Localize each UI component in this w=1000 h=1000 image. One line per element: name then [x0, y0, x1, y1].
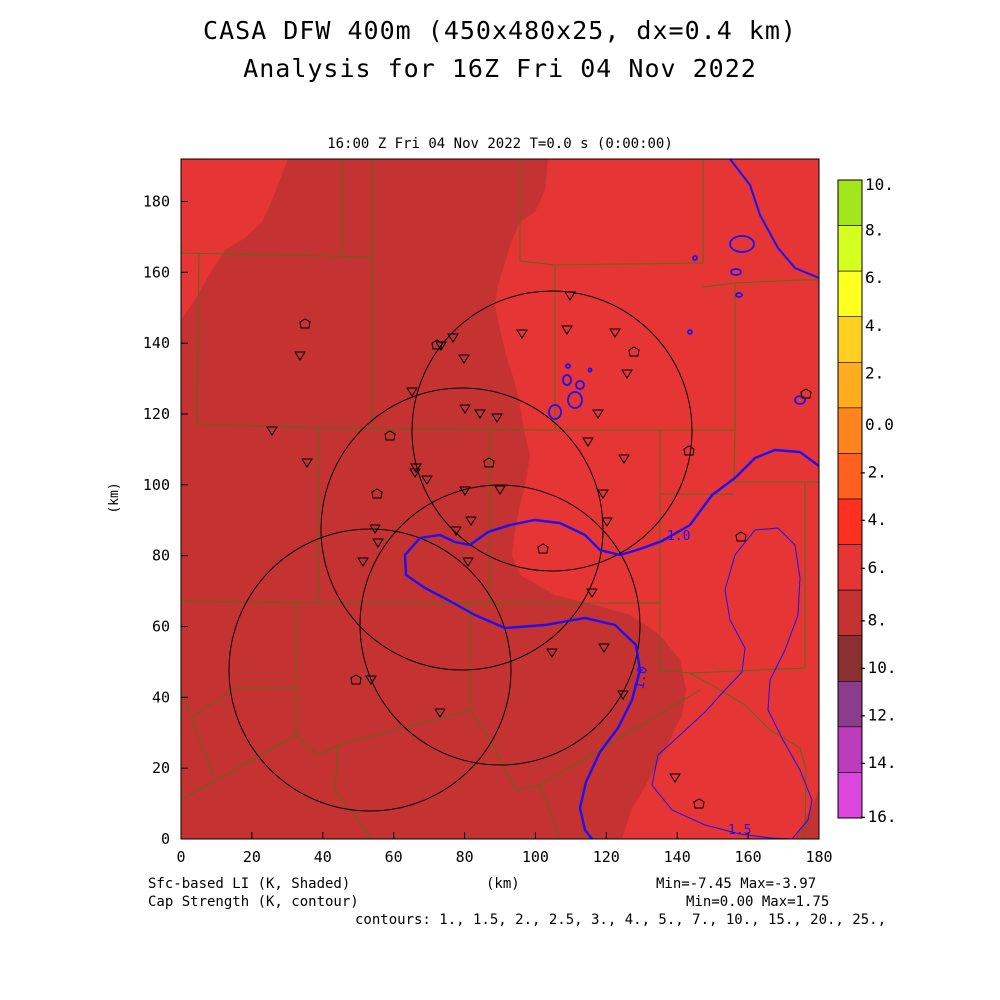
radar-ring-northeast — [411, 290, 693, 572]
colorbar-label: -10. — [858, 658, 897, 677]
y-tick-label: 40 — [152, 688, 170, 706]
colorbar-cell — [837, 225, 863, 272]
plot-frame — [180, 158, 820, 840]
radar-site-markers — [299, 318, 812, 809]
colorbar-label: -14. — [858, 753, 897, 772]
li-shading-dark-region — [181, 159, 686, 839]
footer-shaded-range: Min=-7.45 Max=-3.97 — [656, 876, 817, 892]
colorbar-label: 6. — [865, 268, 884, 287]
y-tick-label: 0 — [161, 830, 170, 848]
contour-1-5 — [651, 527, 813, 839]
colorbar-label: 8. — [865, 221, 884, 240]
x-tick-label: 180 — [805, 848, 832, 866]
colorbar-cell — [837, 361, 863, 409]
x-tick-label: 120 — [593, 848, 620, 866]
y-tick-label: 120 — [143, 405, 170, 423]
y-tick-label: 20 — [152, 759, 170, 777]
y-tick-label: 100 — [143, 476, 170, 494]
colorbar-label: -2. — [858, 463, 887, 482]
y-tick-label: 180 — [143, 193, 170, 211]
y-tick-label: 160 — [143, 263, 170, 281]
colorbar-cell — [837, 179, 863, 226]
radar-ring-east — [359, 484, 641, 766]
y-axis-label: (km) — [107, 482, 122, 513]
radar-range-rings — [228, 290, 693, 812]
contour-label-1-0-south: 1.0 — [632, 665, 651, 691]
contour-1-0-top-right — [729, 159, 819, 279]
colorbar-cell — [837, 270, 863, 318]
x-tick-label: 40 — [314, 848, 332, 866]
li-shading-corner — [795, 790, 819, 839]
colorbar-label: 4. — [865, 316, 884, 335]
footer-contour-label: Cap Strength (K, contour) — [148, 894, 359, 910]
footer-contour-range: Min=0.00 Max=1.75 — [686, 894, 830, 910]
x-tick-label: 80 — [456, 848, 474, 866]
radar-ring-southwest — [228, 528, 512, 812]
y-tick-label: 60 — [152, 618, 170, 636]
footer-x-unit: (km) — [486, 876, 520, 892]
colorbar: 10. 8. 6. 4. 2. 0.0 -2. -4. -6. -8. -10.… — [837, 175, 897, 826]
colorbar-label: -4. — [858, 510, 887, 529]
map-plot-area — [181, 159, 819, 839]
contour-label-1-5: 1.5 — [728, 823, 751, 838]
colorbar-label: 0.0 — [865, 415, 894, 434]
cap-strength-contours — [403, 159, 819, 839]
station-markers — [266, 291, 681, 783]
colorbar-frame — [837, 179, 863, 819]
x-tick-label: 140 — [664, 848, 691, 866]
colorbar-label: -6. — [858, 558, 887, 577]
radar-ring-central — [320, 387, 604, 671]
x-tick-labels: 0 20 40 60 80 100 120 140 160 180 — [176, 848, 832, 866]
axis-ticks — [180, 201, 820, 840]
colorbar-label: -16. — [858, 807, 897, 826]
y-tick-label: 140 — [143, 334, 170, 352]
footer-shaded-label: Sfc-based LI (K, Shaded) — [148, 876, 351, 892]
analysis-title: Analysis for 16Z Fri 04 Nov 2022 — [243, 54, 757, 83]
y-tick-labels: 0 20 40 60 80 100 120 140 160 180 — [143, 193, 170, 849]
footer-contour-levels: contours: 1., 1.5, 2., 2.5, 3., 4., 5., … — [355, 912, 887, 928]
colorbar-label: 10. — [865, 175, 894, 194]
colorbar-label: -8. — [858, 610, 887, 629]
colorbar-label: -12. — [858, 706, 897, 725]
plot-subtitle: 16:00 Z Fri 04 Nov 2022 T=0.0 s (0:00:00… — [327, 136, 673, 152]
colorbar-cell — [837, 316, 863, 363]
contour-label-1-0-east: 1.0 — [667, 529, 690, 544]
colorbar-cell — [837, 407, 863, 454]
contour-small-cells — [548, 235, 806, 420]
county-boundaries — [181, 159, 819, 839]
y-tick-label: 80 — [152, 547, 170, 565]
x-tick-label: 60 — [385, 848, 403, 866]
colorbar-label: 2. — [865, 363, 884, 382]
main-title: CASA DFW 400m (450x480x25, dx=0.4 km) — [203, 16, 797, 45]
x-tick-label: 20 — [243, 848, 261, 866]
x-tick-label: 100 — [522, 848, 549, 866]
li-shading-top-lobe — [508, 159, 548, 222]
x-tick-label: 0 — [176, 848, 185, 866]
x-tick-label: 160 — [735, 848, 762, 866]
colorbar-labels: 10. 8. 6. 4. 2. 0.0 -2. -4. -6. -8. -10.… — [858, 175, 897, 826]
contour-1-0-main — [403, 448, 819, 839]
